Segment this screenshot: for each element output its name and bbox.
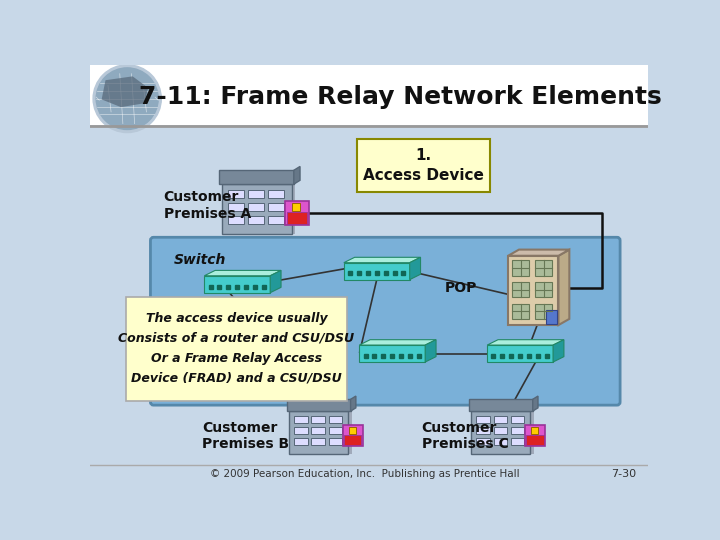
FancyBboxPatch shape <box>311 438 325 445</box>
FancyBboxPatch shape <box>294 416 308 423</box>
FancyBboxPatch shape <box>269 202 284 211</box>
FancyBboxPatch shape <box>493 427 507 434</box>
FancyBboxPatch shape <box>248 190 264 198</box>
FancyBboxPatch shape <box>510 427 524 434</box>
FancyBboxPatch shape <box>477 416 490 423</box>
FancyBboxPatch shape <box>343 425 363 446</box>
Polygon shape <box>469 399 533 411</box>
Text: 7-11: Frame Relay Network Elements: 7-11: Frame Relay Network Elements <box>139 85 662 109</box>
FancyBboxPatch shape <box>535 260 552 276</box>
Polygon shape <box>204 271 281 276</box>
FancyBboxPatch shape <box>328 416 342 423</box>
Polygon shape <box>559 249 570 325</box>
FancyBboxPatch shape <box>477 438 490 445</box>
FancyBboxPatch shape <box>150 237 620 405</box>
Polygon shape <box>270 271 281 293</box>
FancyBboxPatch shape <box>535 303 552 319</box>
FancyBboxPatch shape <box>510 416 524 423</box>
Polygon shape <box>487 345 553 362</box>
Text: 1.
Access Device: 1. Access Device <box>363 148 484 183</box>
Text: The access device usually
Consists of a router and CSU/DSU
Or a Frame Relay Acce: The access device usually Consists of a … <box>118 312 354 384</box>
Polygon shape <box>475 411 534 454</box>
Polygon shape <box>102 76 148 107</box>
FancyBboxPatch shape <box>493 416 507 423</box>
Polygon shape <box>426 340 436 362</box>
Text: 7-30: 7-30 <box>611 469 636 480</box>
FancyBboxPatch shape <box>510 438 524 445</box>
FancyBboxPatch shape <box>328 427 342 434</box>
FancyBboxPatch shape <box>535 282 552 298</box>
Polygon shape <box>533 396 538 411</box>
FancyBboxPatch shape <box>292 203 300 211</box>
Circle shape <box>93 65 161 132</box>
FancyBboxPatch shape <box>344 435 361 445</box>
FancyBboxPatch shape <box>228 215 244 224</box>
FancyBboxPatch shape <box>294 438 308 445</box>
FancyBboxPatch shape <box>546 309 557 323</box>
FancyBboxPatch shape <box>90 126 648 481</box>
Polygon shape <box>344 262 410 280</box>
Text: Switch: Switch <box>174 253 226 267</box>
FancyBboxPatch shape <box>289 411 348 454</box>
Polygon shape <box>553 340 564 362</box>
FancyBboxPatch shape <box>248 202 264 211</box>
FancyBboxPatch shape <box>228 202 244 211</box>
Text: Customer
Premises C: Customer Premises C <box>422 421 508 451</box>
Polygon shape <box>220 170 294 184</box>
FancyBboxPatch shape <box>477 427 490 434</box>
FancyBboxPatch shape <box>525 425 545 446</box>
FancyBboxPatch shape <box>349 427 356 434</box>
FancyBboxPatch shape <box>90 65 648 125</box>
Text: © 2009 Pearson Education, Inc.  Publishing as Prentice Hall: © 2009 Pearson Education, Inc. Publishin… <box>210 469 520 480</box>
FancyBboxPatch shape <box>269 190 284 198</box>
FancyBboxPatch shape <box>248 215 264 224</box>
Polygon shape <box>359 340 436 345</box>
Text: Customer
Premises B: Customer Premises B <box>202 421 289 451</box>
Polygon shape <box>344 257 420 262</box>
Polygon shape <box>204 276 270 293</box>
Polygon shape <box>293 411 352 454</box>
FancyBboxPatch shape <box>512 260 529 276</box>
Polygon shape <box>359 345 426 362</box>
FancyBboxPatch shape <box>285 201 309 225</box>
Polygon shape <box>410 257 420 280</box>
FancyBboxPatch shape <box>526 435 544 445</box>
FancyBboxPatch shape <box>512 303 529 319</box>
FancyBboxPatch shape <box>328 438 342 445</box>
FancyBboxPatch shape <box>228 190 244 198</box>
Polygon shape <box>287 399 351 411</box>
Text: POP: POP <box>445 281 477 295</box>
FancyBboxPatch shape <box>126 296 347 401</box>
Polygon shape <box>225 184 295 234</box>
FancyBboxPatch shape <box>471 411 531 454</box>
Text: Customer
Premises A: Customer Premises A <box>163 190 251 220</box>
Circle shape <box>96 68 158 130</box>
FancyBboxPatch shape <box>512 282 529 298</box>
FancyBboxPatch shape <box>222 184 292 234</box>
FancyBboxPatch shape <box>269 215 284 224</box>
FancyBboxPatch shape <box>531 427 538 434</box>
Polygon shape <box>487 340 564 345</box>
FancyBboxPatch shape <box>311 416 325 423</box>
FancyBboxPatch shape <box>357 139 490 192</box>
Polygon shape <box>508 249 570 256</box>
FancyBboxPatch shape <box>493 438 507 445</box>
Polygon shape <box>351 396 356 411</box>
FancyBboxPatch shape <box>311 427 325 434</box>
FancyBboxPatch shape <box>287 212 307 224</box>
Polygon shape <box>294 166 300 184</box>
FancyBboxPatch shape <box>294 427 308 434</box>
FancyBboxPatch shape <box>508 256 559 325</box>
